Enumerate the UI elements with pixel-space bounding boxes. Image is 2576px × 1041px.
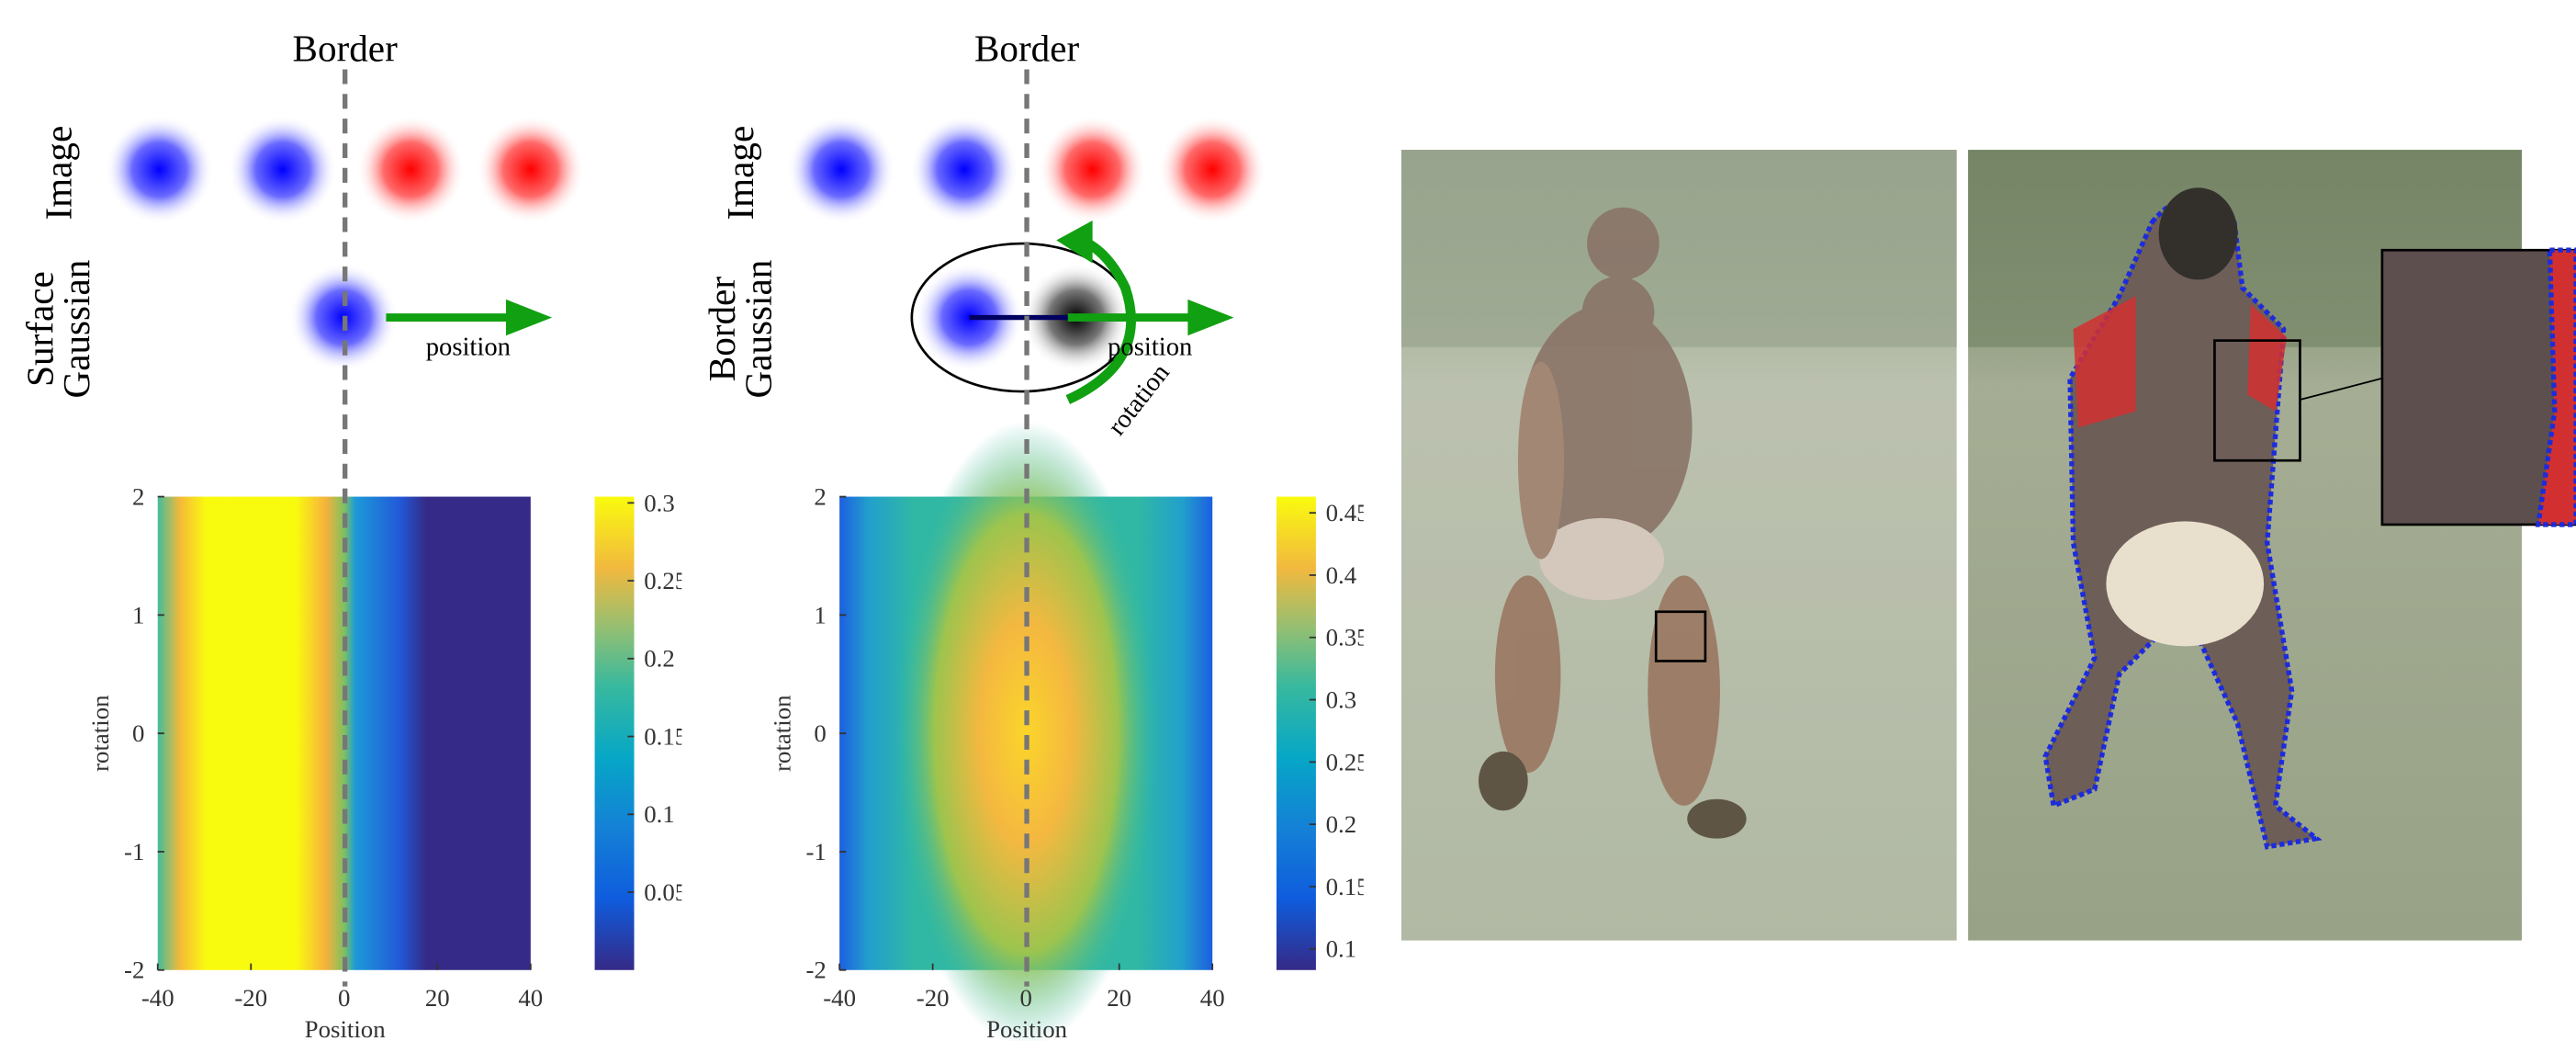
y-tick-label: 1 <box>132 601 144 628</box>
colorbar-tick-label: 0.1 <box>1326 935 1357 963</box>
photo-gaussians <box>1401 150 1957 940</box>
y-tick-label: 1 <box>814 601 826 628</box>
row-label: Image <box>37 126 79 221</box>
image-gaussian <box>1158 116 1266 224</box>
x-tick-label: 20 <box>1107 984 1131 1012</box>
colorbar-tick-label: 0.3 <box>1326 686 1357 714</box>
image-gaussian <box>356 116 465 224</box>
annotation: position <box>1108 333 1192 362</box>
x-tick-label: 40 <box>518 984 543 1012</box>
photo-segmentation <box>1968 150 2576 940</box>
colorbar-tick-label: 0.15 <box>644 722 687 750</box>
colorbar-tick-label: 0.2 <box>644 645 675 673</box>
colorbar <box>1277 497 1316 970</box>
image-gaussian <box>910 116 1018 224</box>
image-gaussian <box>787 116 895 224</box>
y-tick-label: -1 <box>124 838 144 866</box>
x-tick-label: 40 <box>1200 984 1225 1012</box>
image-gaussian <box>105 116 213 224</box>
x-tick-label: 0 <box>1019 984 1031 1012</box>
y-tick-label: -2 <box>124 956 144 984</box>
row-label: Gaussian <box>55 260 97 399</box>
colorbar-labels: 0.05 0.1 0.15 0.2 0.25 0.3 <box>644 489 687 906</box>
y-tick-label: 0 <box>132 719 144 747</box>
x-tick-label: 0 <box>338 984 350 1012</box>
colorbar-labels: 0.1 0.15 0.2 0.25 0.3 0.35 0.4 0.45 <box>1326 499 1369 963</box>
y-tick-label: -2 <box>805 956 826 984</box>
colorbar-tick-label: 0.45 <box>1326 499 1369 526</box>
x-tick-label: -40 <box>141 984 174 1012</box>
page: BorderImageSurfaceGaussianposition-40-20… <box>0 0 2576 1041</box>
y-tick-label: 0 <box>814 719 826 747</box>
colorbar-tick-label: 0.15 <box>1326 873 1369 900</box>
y-tick-label: 2 <box>132 483 144 511</box>
colorbar-tick-label: 0.05 <box>644 878 687 906</box>
x-tick-label: -20 <box>234 984 267 1012</box>
y-axis-label: rotation <box>86 695 114 772</box>
x-tick-label: -40 <box>823 984 856 1012</box>
x-tick-label: -20 <box>917 984 950 1012</box>
arrow-head <box>1056 221 1092 264</box>
arrow-head <box>506 300 552 335</box>
x-tick-label: 20 <box>425 984 450 1012</box>
row-label: Image <box>719 126 761 221</box>
image-gaussian <box>229 116 337 224</box>
image-gaussian <box>477 116 585 224</box>
colorbar-tick-label: 0.35 <box>1326 624 1369 651</box>
image-gaussian <box>1039 116 1147 224</box>
colorbar-tick-label: 0.25 <box>644 567 687 594</box>
figure: BorderImageSurfaceGaussianposition-40-20… <box>0 0 2576 1041</box>
y-tick-label: -1 <box>805 838 826 866</box>
y-tick-label: 2 <box>814 483 826 511</box>
row-label: Gaussian <box>737 260 779 399</box>
colorbar-tick-label: 0.3 <box>644 489 675 516</box>
colorbar <box>595 497 635 970</box>
colorbar-tick-label: 0.25 <box>1326 748 1369 775</box>
arrow-head <box>1187 300 1233 335</box>
panel-title: Border <box>974 28 1080 70</box>
colorbar-tick-label: 0.1 <box>644 800 675 828</box>
colorbar-tick-label: 0.4 <box>1326 561 1357 589</box>
annotation: position <box>426 333 511 362</box>
y-axis-label: rotation <box>768 695 795 772</box>
panel-title: Border <box>293 28 399 70</box>
x-axis-label: Position <box>305 1015 387 1041</box>
colorbar-tick-label: 0.2 <box>1326 810 1357 838</box>
x-axis-label: Position <box>986 1015 1068 1041</box>
